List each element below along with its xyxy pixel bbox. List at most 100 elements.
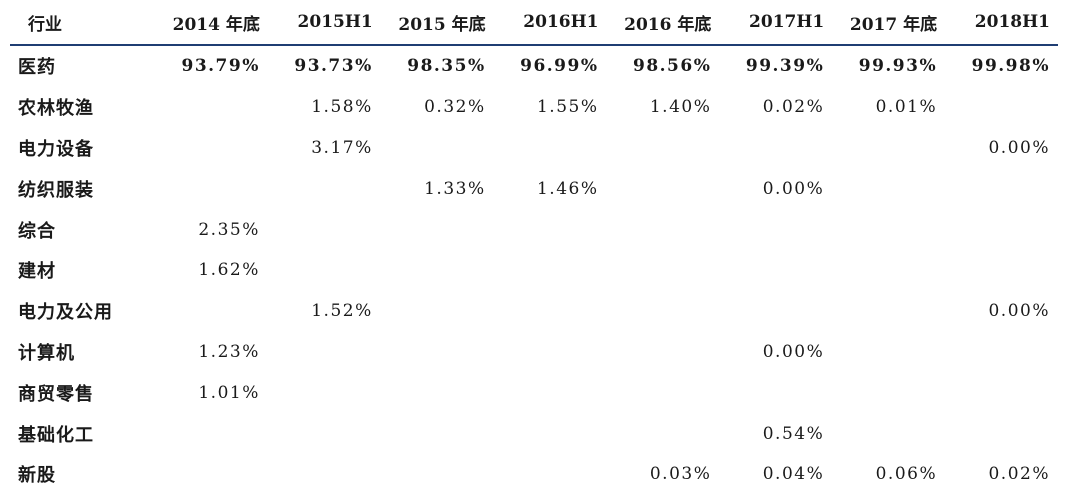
value-cell <box>832 128 945 169</box>
value-cell <box>607 291 720 332</box>
value-cell <box>832 332 945 373</box>
value-cell <box>381 454 494 495</box>
table-row: 综合 2.35% <box>10 209 1058 250</box>
value-cell <box>494 454 607 495</box>
value-cell: 1.01% <box>198 382 260 403</box>
value-cell <box>945 87 1058 128</box>
value-cell <box>945 168 1058 209</box>
value-cell: 99.93% <box>858 56 938 77</box>
value-cell <box>494 291 607 332</box>
value-cell: 0.03% <box>649 464 712 485</box>
value-cell: 93.79% <box>181 56 260 77</box>
value-cell <box>268 250 381 291</box>
value-cell: 99.39% <box>745 56 825 77</box>
value-cell <box>945 209 1058 250</box>
value-cell <box>607 413 720 454</box>
table-row: 电力及公用 1.52% 0.00% <box>10 291 1058 332</box>
industry-cell: 商贸零售 <box>18 383 94 405</box>
value-cell <box>155 168 268 209</box>
value-cell <box>945 413 1058 454</box>
value-cell: 0.01% <box>875 97 938 118</box>
value-cell <box>494 332 607 373</box>
industry-cell: 农林牧渔 <box>18 98 94 120</box>
value-cell <box>832 413 945 454</box>
value-cell <box>719 128 832 169</box>
value-cell: 99.98% <box>971 56 1050 77</box>
industry-cell: 电力及公用 <box>18 302 113 324</box>
value-cell <box>494 413 607 454</box>
value-cell <box>494 372 607 413</box>
value-cell <box>494 209 607 250</box>
value-cell <box>494 128 607 169</box>
industry-cell: 基础化工 <box>18 424 94 446</box>
industry-cell: 建材 <box>18 261 56 283</box>
value-cell: 0.06% <box>875 464 938 485</box>
value-cell: 0.04% <box>762 464 825 485</box>
industry-allocation-table: 行业 2014 年底 2015H1 2015 年底 2016H1 2016 年底 2017H… <box>10 0 1058 495</box>
header-period: 2018H1 <box>945 0 1058 46</box>
value-cell: 1.52% <box>311 301 373 322</box>
value-cell: 96.99% <box>520 56 599 77</box>
value-cell <box>832 291 945 332</box>
table-row: 医药 93.79% 93.73% 98.35% 96.99% 98.56% 99.39% 99… <box>10 45 1058 87</box>
industry-cell: 新股 <box>18 465 56 487</box>
value-cell <box>719 372 832 413</box>
value-cell <box>832 250 945 291</box>
value-cell <box>832 209 945 250</box>
header-industry: 行业 <box>10 0 155 46</box>
value-cell: 0.00% <box>988 301 1050 322</box>
value-cell <box>268 332 381 373</box>
value-cell <box>381 128 494 169</box>
industry-cell: 纺织服装 <box>18 179 94 201</box>
table-body: 医药 93.79% 93.73% 98.35% 96.99% 98.56% 99.39% 99… <box>10 45 1058 495</box>
value-cell <box>381 209 494 250</box>
value-cell <box>381 372 494 413</box>
value-cell: 1.55% <box>536 97 599 118</box>
value-cell <box>719 291 832 332</box>
value-cell <box>268 168 381 209</box>
value-cell <box>719 250 832 291</box>
value-cell <box>155 291 268 332</box>
industry-cell: 医药 <box>18 57 56 79</box>
value-cell: 0.00% <box>762 178 825 199</box>
value-cell: 1.46% <box>536 178 599 199</box>
table-row: 纺织服装 1.33% 1.46% 0.00% <box>10 168 1058 209</box>
value-cell <box>268 372 381 413</box>
value-cell: 1.62% <box>198 260 260 281</box>
value-cell: 98.35% <box>407 56 486 77</box>
value-cell: 0.02% <box>988 464 1050 485</box>
value-cell: 0.02% <box>762 97 825 118</box>
header-period: 2014 年底 <box>155 0 268 46</box>
value-cell <box>607 372 720 413</box>
value-cell <box>381 332 494 373</box>
header-period: 2017 年底 <box>832 0 946 46</box>
value-cell: 0.32% <box>424 97 486 118</box>
table-row: 电力设备 3.17% 0.00% <box>10 128 1058 169</box>
header-period: 2016 年底 <box>606 0 720 46</box>
table-row: 商贸零售 1.01% <box>10 372 1058 413</box>
value-cell <box>268 209 381 250</box>
value-cell <box>607 250 720 291</box>
value-cell: 1.33% <box>424 178 486 199</box>
value-cell <box>155 87 268 128</box>
value-cell <box>832 372 945 413</box>
value-cell <box>607 209 720 250</box>
table-row: 基础化工 0.54% <box>10 413 1058 454</box>
table-row: 农林牧渔 1.58% 0.32% 1.55% 1.40% 0.02% 0.01% <box>10 87 1058 128</box>
value-cell <box>945 372 1058 413</box>
header-period: 2015H1 <box>267 0 381 46</box>
value-cell: 2.35% <box>198 219 260 240</box>
value-cell <box>381 413 494 454</box>
header-period: 2017H1 <box>719 0 833 46</box>
industry-cell: 计算机 <box>18 342 75 364</box>
value-cell <box>155 128 268 169</box>
value-cell <box>719 209 832 250</box>
value-cell: 1.23% <box>198 341 260 362</box>
value-cell <box>155 413 268 454</box>
value-cell <box>832 168 945 209</box>
table-row: 计算机 1.23% 0.00% <box>10 332 1058 373</box>
value-cell <box>381 250 494 291</box>
value-cell: 98.56% <box>632 56 712 77</box>
value-cell <box>268 413 381 454</box>
